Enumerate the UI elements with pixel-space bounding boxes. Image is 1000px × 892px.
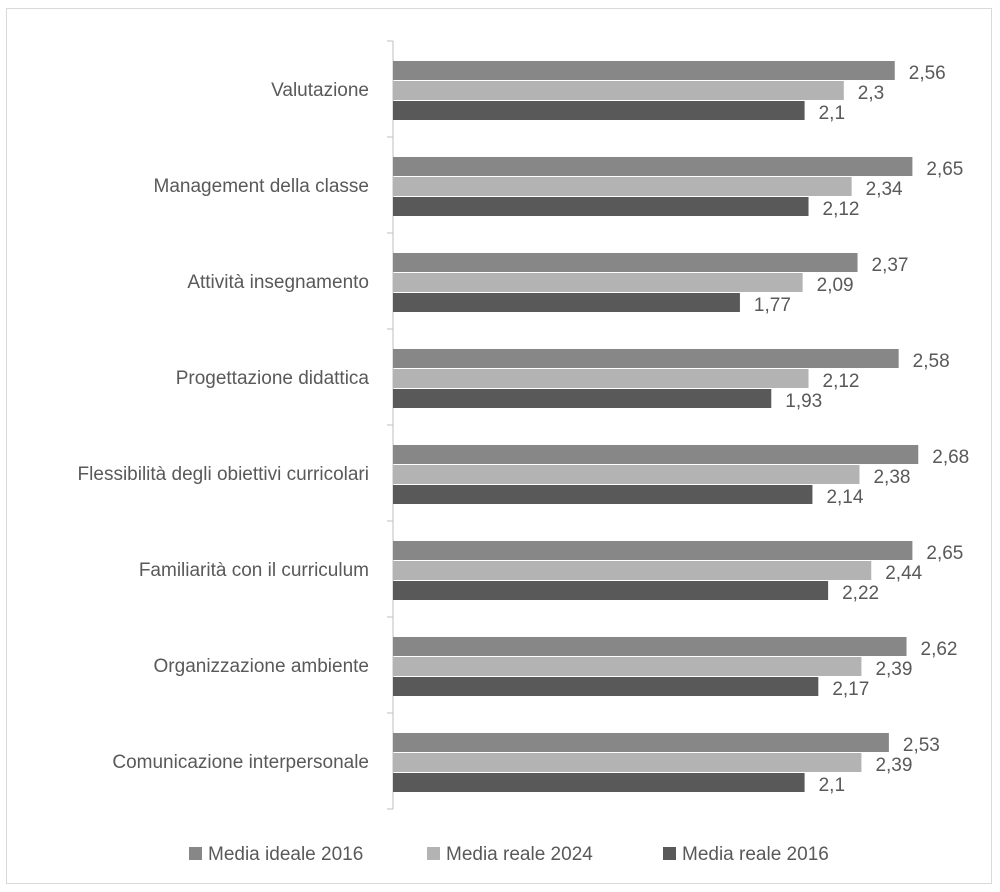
bar [393, 541, 913, 560]
legend-label: Media ideale 2016 [208, 844, 363, 865]
bar [393, 753, 862, 772]
bar [393, 581, 829, 600]
data-label: 2,44 [885, 563, 922, 584]
category-label: Valutazione [271, 80, 369, 101]
data-label: 2,09 [817, 275, 854, 296]
bar [393, 389, 772, 408]
legend-swatch [663, 847, 676, 860]
bar [393, 657, 862, 676]
bar [393, 733, 889, 752]
data-label: 2,3 [858, 83, 884, 104]
bar [393, 445, 919, 464]
data-label: 2,68 [932, 447, 969, 468]
data-label: 2,22 [842, 583, 879, 604]
data-label: 2,1 [819, 775, 845, 796]
data-label: 2,39 [875, 755, 912, 776]
legend-label: Media reale 2016 [682, 844, 829, 865]
bar [393, 101, 805, 120]
bar [393, 61, 895, 80]
data-label: 2,39 [875, 659, 912, 680]
data-label: 2,58 [913, 351, 950, 372]
category-label: Management della classe [154, 176, 369, 197]
data-label: 2,53 [903, 735, 940, 756]
data-label: 2,56 [909, 63, 946, 84]
category-label: Organizzazione ambiente [154, 656, 369, 677]
data-label: 2,34 [866, 179, 903, 200]
legend-label: Media reale 2024 [446, 844, 593, 865]
data-label: 2,1 [819, 103, 845, 124]
bar [393, 349, 899, 368]
bar [393, 81, 844, 100]
data-label: 2,37 [872, 255, 909, 276]
bar [393, 177, 852, 196]
bar-chart: Valutazione Management della classe Attivi… [78, 40, 969, 865]
legend-swatch [189, 847, 202, 860]
data-label: 2,65 [926, 159, 963, 180]
data-label: 1,93 [785, 391, 822, 412]
data-label: 1,77 [754, 295, 791, 316]
y-axis [387, 40, 394, 810]
category-labels: Valutazione Management della classe Attivi… [78, 80, 370, 773]
bar [393, 773, 805, 792]
chart-frame: Valutazione Management della classe Attivi… [6, 8, 992, 884]
bar [393, 677, 819, 696]
data-label: 2,38 [873, 467, 910, 488]
bar [393, 465, 860, 484]
bar [393, 485, 813, 504]
data-label: 2,65 [926, 543, 963, 564]
data-label: 2,17 [832, 679, 869, 700]
category-label: Progettazione didattica [176, 368, 370, 389]
category-label: Attività insegnamento [187, 272, 369, 293]
bar [393, 253, 858, 272]
legend: Media ideale 2016 Media reale 2024 Media r… [189, 844, 829, 865]
category-label: Familiarità con il curriculum [139, 560, 369, 581]
data-label: 2,62 [921, 639, 958, 660]
bar [393, 369, 809, 388]
bar [393, 293, 740, 312]
category-label: Flessibilità degli obiettivi curricolari [78, 464, 369, 485]
data-label: 2,12 [823, 199, 860, 220]
data-label: 2,14 [826, 487, 863, 508]
bar [393, 561, 872, 580]
bar [393, 273, 803, 292]
bars [393, 61, 919, 792]
legend-swatch [427, 847, 440, 860]
bar [393, 197, 809, 216]
data-label: 2,12 [823, 371, 860, 392]
bar [393, 637, 907, 656]
category-label: Comunicazione interpersonale [112, 752, 369, 773]
bar [393, 157, 913, 176]
value-labels: 2,56 2,3 2,1 2,65 2,34 2,12 2,37 2,09 1,77 2,58 2,… [754, 63, 969, 796]
